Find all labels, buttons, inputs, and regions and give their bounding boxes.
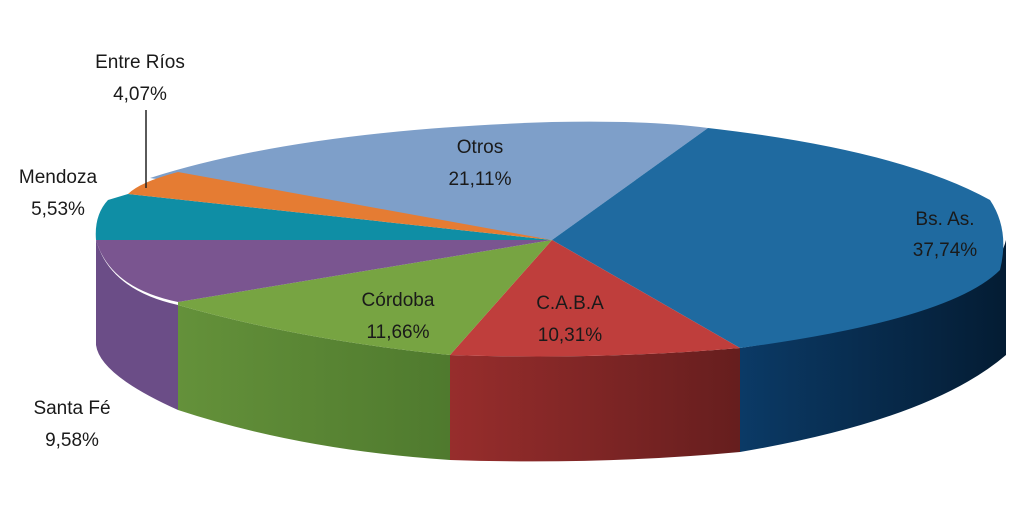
label-mendoza-value: 5,53% xyxy=(31,199,85,220)
side-cordoba xyxy=(178,305,450,460)
slice-entre-rios xyxy=(128,172,552,240)
label-cordoba-name: Córdoba xyxy=(362,290,435,311)
label-bs-as-name: Bs. As. xyxy=(915,209,974,230)
label-caba-name: C.A.B.A xyxy=(536,293,604,314)
label-santa-fe-name: Santa Fé xyxy=(33,398,110,419)
slice-mendoza xyxy=(95,194,552,240)
slice-otros xyxy=(150,121,708,240)
label-caba-value: 10,31% xyxy=(538,325,603,346)
label-entre-rios-value: 4,07% xyxy=(113,84,167,105)
slice-santa-fe xyxy=(96,240,552,302)
label-otros-value: 21,11% xyxy=(448,169,511,190)
label-mendoza-name: Mendoza xyxy=(19,167,98,188)
pie-tops xyxy=(95,121,1004,357)
pie-sides xyxy=(96,240,1006,462)
slice-caba xyxy=(450,240,740,357)
label-otros-name: Otros xyxy=(457,137,503,158)
label-santa-fe-value: 9,58% xyxy=(45,430,99,451)
label-bs-as-value: 37,74% xyxy=(913,240,978,261)
side-santa-fe xyxy=(96,240,178,410)
side-caba xyxy=(450,348,740,462)
slice-cordoba xyxy=(178,240,552,355)
side-bs-as xyxy=(740,240,1006,452)
label-cordoba-value: 11,66% xyxy=(366,322,429,343)
slice-bs-as xyxy=(552,128,1004,348)
label-entre-rios-name: Entre Ríos xyxy=(95,52,185,73)
